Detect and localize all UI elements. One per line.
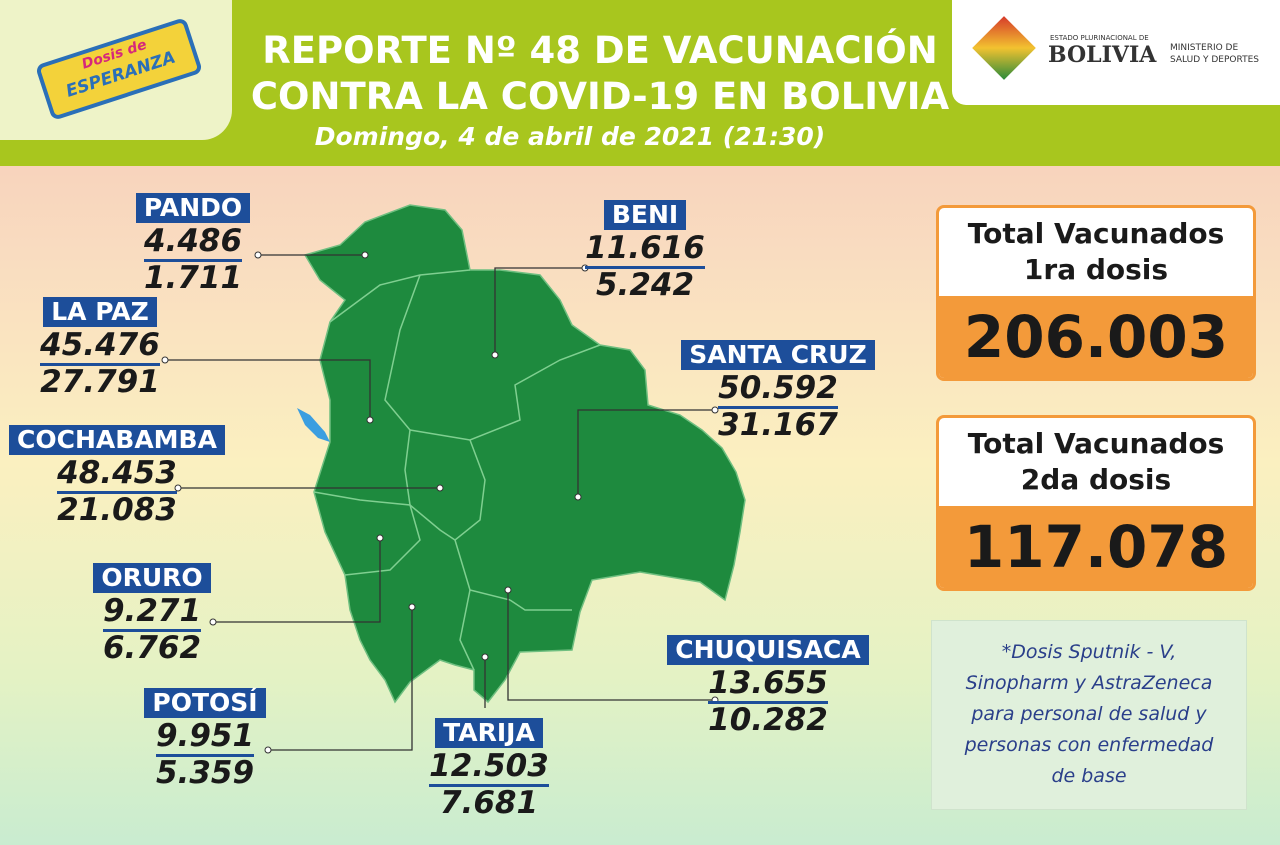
total-label-line: Total Vacunados	[967, 217, 1225, 250]
first-dose-row: 9.271	[22, 593, 282, 632]
first-dose: 50.592	[718, 370, 838, 409]
first-dose-row: 48.453	[0, 455, 247, 494]
department-row: BENI	[515, 200, 775, 230]
department-name: CHUQUISACA	[667, 635, 869, 665]
department: POTOSÍ 9.951 5.359	[75, 688, 335, 792]
department: TARIJA 12.503 7.681	[359, 718, 619, 822]
total-label: Total Vacunados 2da dosis	[939, 418, 1253, 498]
total-label: Total Vacunados 1ra dosis	[939, 208, 1253, 288]
ministry-name: MINISTERIO DE SALUD Y DEPORTES	[1170, 42, 1259, 66]
department-name: POTOSÍ	[144, 688, 266, 718]
department: LA PAZ 45.476 27.791	[0, 297, 230, 401]
first-dose-row: 13.655	[638, 665, 898, 704]
department-row: PANDO	[63, 193, 323, 223]
first-dose-row: 45.476	[0, 327, 230, 366]
department-name: ORURO	[93, 563, 211, 593]
second-dose: 1.711	[143, 260, 243, 296]
first-dose-row: 11.616	[515, 230, 775, 269]
second-dose: 10.282	[708, 702, 828, 738]
department-row: ORURO	[22, 563, 282, 593]
department-row: CHUQUISACA	[638, 635, 898, 665]
first-dose-row: 50.592	[648, 370, 908, 409]
department-row: TARIJA	[359, 718, 619, 748]
ministry-box: ESTADO PLURINACIONAL DE BOLIVIA MINISTER…	[952, 0, 1280, 105]
department-name: SANTA CRUZ	[681, 340, 875, 370]
title-line: REPORTE Nº 48 DE VACUNACIÓN	[262, 29, 938, 72]
first-dose: 13.655	[708, 665, 828, 704]
first-dose: 45.476	[40, 327, 160, 366]
note-line: de base	[1051, 765, 1127, 787]
first-dose-row: 9.951	[75, 718, 335, 757]
first-dose: 9.271	[102, 593, 202, 632]
department: ORURO 9.271 6.762	[22, 563, 282, 667]
department-row: SANTA CRUZ	[648, 340, 908, 370]
bolivia-map	[303, 204, 746, 704]
department: CHUQUISACA 13.655 10.282	[638, 635, 898, 739]
leader-lines	[165, 254, 715, 751]
second-dose: 5.359	[155, 755, 255, 791]
total-value: 117.078	[939, 506, 1253, 588]
first-dose-row: 4.486	[63, 223, 323, 262]
department-borders	[313, 269, 601, 671]
note-line: para personal de salud y	[971, 703, 1207, 725]
logo-box: Dosis de ESPERANZA	[0, 0, 232, 140]
ministry-state: ESTADO PLURINACIONAL DE	[1050, 34, 1149, 42]
total-box: Total Vacunados 1ra dosis 206.003	[936, 205, 1256, 381]
total-box: Total Vacunados 2da dosis 117.078	[936, 415, 1256, 591]
second-dose: 21.083	[57, 492, 177, 528]
ministry-line: SALUD Y DEPORTES	[1170, 55, 1259, 65]
department-name: COCHABAMBA	[9, 425, 225, 455]
department-name: TARIJA	[435, 718, 543, 748]
leader-dots	[161, 251, 719, 754]
second-dose: 5.242	[595, 267, 695, 303]
note: *Dosis Sputnik - V, Sinopharm y AstraZene…	[931, 620, 1247, 810]
department: BENI 11.616 5.242	[515, 200, 775, 304]
first-dose: 11.616	[585, 230, 705, 269]
note-line: personas con enfermedad	[964, 734, 1214, 756]
first-dose: 48.453	[57, 455, 177, 494]
ministry-country: BOLIVIA	[1048, 42, 1157, 68]
second-dose: 7.681	[439, 785, 539, 821]
first-dose: 12.503	[429, 748, 549, 787]
title-line: CONTRA LA COVID-19 EN BOLIVIA	[250, 75, 950, 118]
first-dose: 4.486	[143, 223, 243, 262]
total-label-line: Total Vacunados	[967, 427, 1225, 460]
department: PANDO 4.486 1.711	[63, 193, 323, 297]
total-value: 206.003	[939, 296, 1253, 378]
first-dose-row: 12.503	[359, 748, 619, 787]
total-label-line: 1ra dosis	[1023, 253, 1169, 286]
ministry-line: MINISTERIO DE	[1170, 43, 1239, 53]
department: SANTA CRUZ 50.592 31.167	[648, 340, 908, 444]
department-name: LA PAZ	[43, 297, 157, 327]
note-line: *Dosis Sputnik - V,	[1001, 641, 1177, 663]
date: Domingo, 4 de abril de 2021 (21:30)	[314, 122, 826, 151]
first-dose: 9.951	[155, 718, 255, 757]
department-row: COCHABAMBA	[0, 425, 247, 455]
department-name: PANDO	[135, 193, 251, 223]
department-row: POTOSÍ	[75, 688, 335, 718]
department-name: BENI	[603, 200, 687, 230]
title: REPORTE Nº 48 DE VACUNACIÓN CONTRA LA CO…	[250, 28, 950, 120]
second-dose: 27.791	[40, 364, 160, 400]
note-line: Sinopharm y AstraZeneca	[965, 672, 1213, 694]
department-row: LA PAZ	[0, 297, 230, 327]
second-dose: 6.762	[102, 630, 202, 666]
total-label-line: 2da dosis	[1020, 463, 1172, 496]
department: COCHABAMBA 48.453 21.083	[0, 425, 247, 529]
second-dose: 31.167	[718, 407, 838, 443]
lake-titicaca	[297, 408, 330, 442]
